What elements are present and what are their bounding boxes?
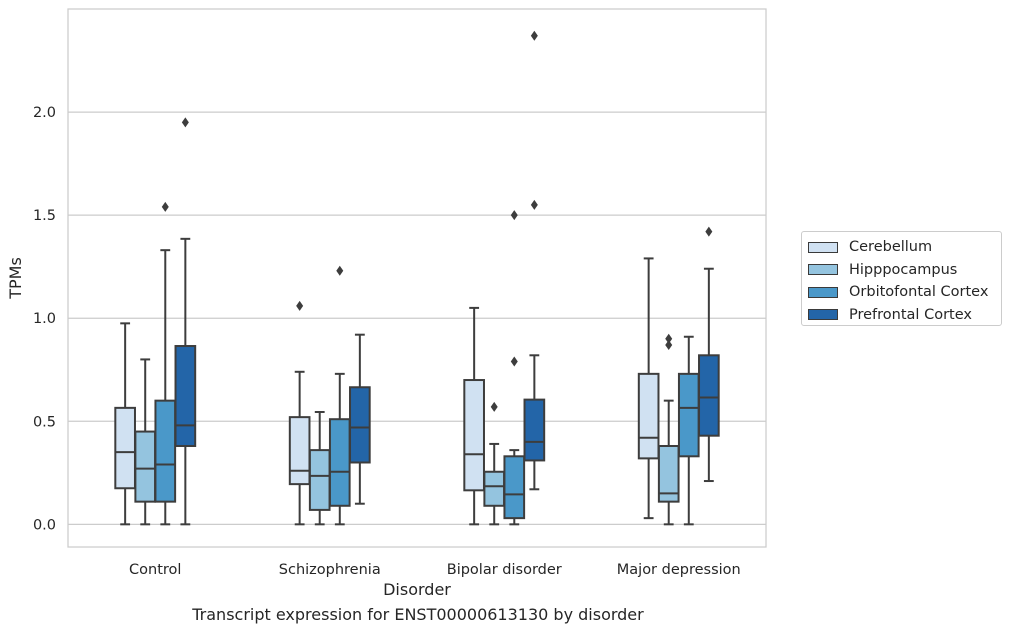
x-tick-label: Schizophrenia — [279, 562, 381, 578]
legend-label: Cerebellum — [849, 239, 933, 256]
legend-item: Hipppocampus — [808, 259, 1001, 282]
legend-item: Prefrontal Cortex — [808, 304, 1001, 327]
legend-swatch — [808, 309, 838, 321]
iqr-box — [174, 345, 197, 447]
outlier-point — [705, 226, 713, 237]
legend: Cerebellum Hipppocampus Orbitofontal Corte… — [801, 231, 1002, 326]
iqr-box — [677, 372, 700, 458]
y-tick-label: 1.0 — [33, 311, 56, 327]
y-tick-label: 0.5 — [33, 414, 56, 430]
y-tick-label: 2.0 — [33, 105, 56, 121]
box-prefrontal-cortex — [349, 333, 371, 505]
legend-swatch — [808, 264, 838, 276]
y-axis-label: TPMs — [6, 257, 25, 300]
box-orbitofontal-cortex — [154, 201, 177, 526]
legend-swatch — [808, 286, 838, 298]
iqr-box — [463, 379, 485, 492]
outlier-point — [336, 265, 344, 276]
legend-item: Orbitofontal Cortex — [808, 281, 1001, 304]
x-axis-ticks: Control Schizophrenia Bipolar disorder Majo… — [129, 562, 741, 578]
iqr-box — [134, 430, 157, 503]
y-tick-label: 1.5 — [33, 208, 56, 224]
iqr-box — [154, 399, 177, 503]
iqr-box — [349, 386, 371, 464]
box-prefrontal-cortex — [698, 226, 720, 483]
legend-item: Cerebellum — [808, 236, 1001, 259]
iqr-box — [503, 455, 526, 520]
box-prefrontal-cortex — [523, 30, 546, 491]
box-orbitofontal-cortex — [328, 265, 351, 526]
outlier-point — [161, 201, 169, 212]
iqr-box — [308, 449, 331, 511]
outlier-point — [530, 30, 538, 41]
box-hipppocampus — [483, 401, 506, 526]
box-orbitofontal-cortex — [677, 335, 700, 526]
box-hipppocampus — [657, 333, 680, 526]
y-axis-ticks: 0.0 0.5 1.0 1.5 2.0 — [33, 105, 56, 533]
outlier-point — [181, 117, 189, 128]
box-cerebellum — [637, 257, 660, 520]
legend-swatch — [808, 241, 838, 253]
figure-caption: Transcript expression for ENST0000061313… — [192, 605, 644, 624]
box-prefrontal-cortex — [174, 117, 197, 526]
plot-area-frame — [67, 8, 767, 548]
outlier-point — [530, 199, 538, 210]
iqr-box — [114, 406, 136, 490]
iqr-box — [483, 470, 506, 507]
x-tick-label: Bipolar disorder — [447, 562, 562, 578]
iqr-box — [637, 372, 660, 460]
box-hipppocampus — [308, 410, 331, 526]
x-tick-label: Major depression — [617, 562, 741, 578]
iqr-box — [328, 418, 351, 507]
iqr-box — [288, 416, 311, 486]
iqr-box — [657, 444, 680, 503]
y-tick-label: 0.0 — [33, 517, 56, 533]
box-cerebellum — [114, 322, 136, 526]
box-hipppocampus — [134, 358, 157, 526]
legend-label: Prefrontal Cortex — [849, 306, 972, 323]
outlier-point — [665, 333, 673, 344]
outlier-point — [510, 356, 518, 367]
legend-label: Hipppocampus — [849, 261, 958, 278]
box-cerebellum — [463, 306, 485, 526]
outlier-point — [665, 339, 673, 350]
boxes — [114, 30, 720, 526]
box-orbitofontal-cortex — [503, 210, 526, 526]
x-tick-label: Control — [129, 562, 181, 578]
legend-label: Orbitofontal Cortex — [849, 284, 989, 301]
iqr-box — [523, 398, 546, 462]
iqr-box — [698, 354, 720, 437]
outlier-point — [510, 210, 518, 221]
x-axis-label: Disorder — [383, 580, 451, 599]
outlier-point — [490, 401, 498, 412]
outlier-point — [296, 300, 304, 311]
box-cerebellum — [288, 300, 311, 526]
